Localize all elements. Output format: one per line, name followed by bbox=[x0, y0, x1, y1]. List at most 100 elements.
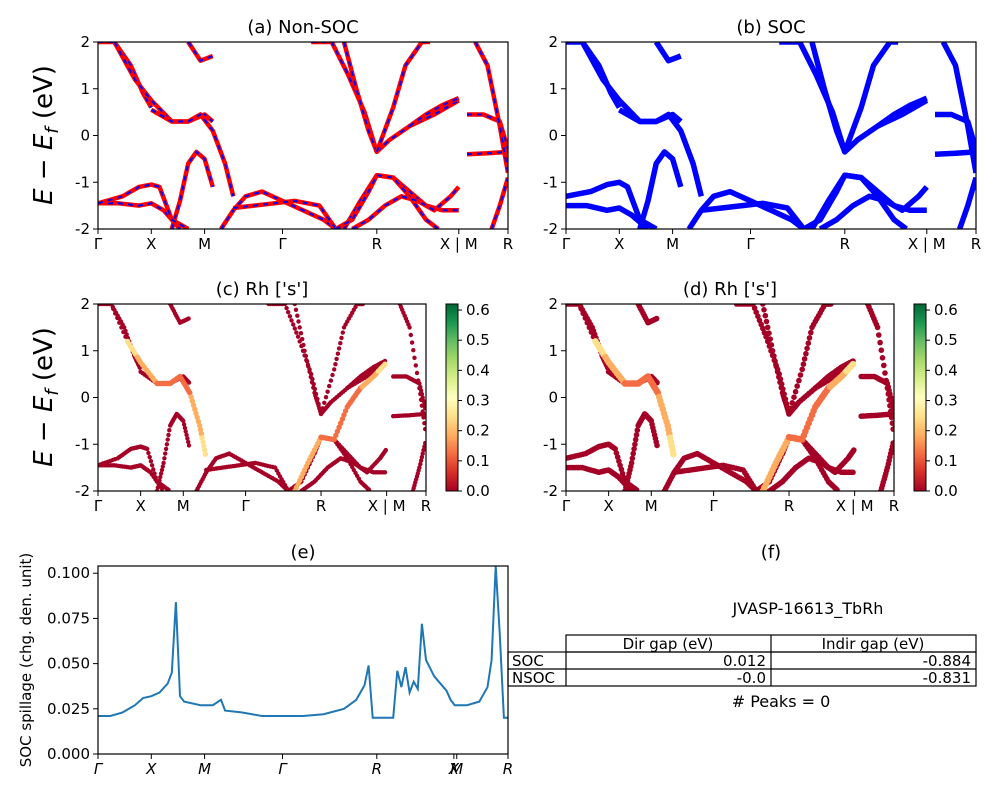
band-point bbox=[584, 319, 591, 326]
x-tick-label: X | M bbox=[908, 235, 946, 253]
band-line bbox=[809, 42, 848, 153]
band-point bbox=[308, 374, 313, 380]
y-tick-label: 2 bbox=[80, 295, 90, 313]
band-point bbox=[791, 394, 797, 401]
band-point bbox=[182, 425, 188, 431]
peaks-count: # Peaks = 0 bbox=[732, 692, 831, 711]
band-point bbox=[631, 446, 637, 452]
band-point bbox=[113, 311, 118, 316]
x-tick-label: Γ bbox=[94, 235, 103, 253]
band-point bbox=[632, 441, 638, 448]
y-tick-label: -2 bbox=[543, 482, 558, 500]
y-tick-label: 0.100 bbox=[47, 564, 90, 582]
band-point bbox=[769, 348, 776, 354]
y-tick-label: 0 bbox=[548, 127, 558, 145]
y-tick-label: -2 bbox=[543, 220, 558, 238]
band-point bbox=[654, 442, 660, 449]
x-tick-label: X bbox=[135, 497, 145, 515]
band-point bbox=[778, 384, 785, 391]
band-line-dash bbox=[98, 202, 181, 229]
x-tick-label: M bbox=[177, 497, 190, 515]
x-tick-label: Γ bbox=[562, 497, 571, 515]
band-point bbox=[339, 335, 344, 341]
band-point bbox=[794, 383, 800, 389]
band-point bbox=[117, 320, 122, 325]
band-point bbox=[633, 487, 640, 491]
band-point bbox=[762, 312, 769, 319]
band-line bbox=[98, 42, 154, 109]
plot-frame bbox=[97, 303, 427, 492]
colorbar-tick-label: 0.6 bbox=[934, 301, 958, 319]
y-tick-label: -1 bbox=[543, 173, 558, 191]
x-tick-label: X | M bbox=[836, 497, 874, 515]
band-point bbox=[336, 346, 342, 351]
band-point bbox=[151, 467, 156, 472]
band-point bbox=[588, 329, 595, 335]
band-lines bbox=[98, 42, 508, 229]
band-point bbox=[882, 370, 888, 376]
band-point bbox=[413, 363, 418, 368]
band-point bbox=[325, 389, 330, 394]
band-point bbox=[414, 370, 420, 376]
band-point bbox=[303, 353, 309, 359]
band-point bbox=[163, 446, 169, 452]
band-point-highlight bbox=[341, 412, 347, 418]
band-point bbox=[886, 397, 892, 403]
band-point bbox=[294, 330, 299, 335]
band-point bbox=[119, 325, 124, 330]
x-tick-label: R bbox=[421, 497, 431, 515]
band-point bbox=[186, 316, 191, 321]
band-line-dash bbox=[113, 42, 214, 123]
band-point bbox=[320, 406, 325, 411]
band-point bbox=[774, 369, 781, 375]
band-point bbox=[412, 355, 417, 360]
band-line bbox=[934, 149, 976, 157]
band-point bbox=[296, 319, 301, 324]
x-tick-label: X bbox=[614, 235, 624, 253]
band-point bbox=[881, 362, 887, 369]
y-tick-label: 0 bbox=[80, 127, 90, 145]
band-point bbox=[148, 459, 154, 464]
x-tick-label: R bbox=[316, 497, 326, 515]
band-point bbox=[183, 429, 188, 434]
band-point bbox=[327, 383, 332, 389]
band-point-highlight bbox=[339, 416, 346, 422]
panel-d-plot: Γ X M Γ R X | M R -2 -1 0 1 2 bbox=[543, 295, 899, 515]
colorbar-tick-label: 0.3 bbox=[934, 392, 958, 410]
band-point bbox=[776, 374, 782, 380]
y-tick-label: 1 bbox=[80, 342, 90, 360]
band-lines bbox=[566, 42, 976, 229]
y-tick-label: 2 bbox=[548, 33, 558, 51]
band-point bbox=[590, 333, 597, 340]
band-point-highlight bbox=[336, 424, 342, 430]
x-tick-label: Γ bbox=[746, 235, 755, 253]
band-point bbox=[418, 461, 423, 467]
spillage-series bbox=[98, 566, 508, 719]
band-line bbox=[219, 189, 338, 229]
band-point bbox=[322, 400, 327, 405]
band-point bbox=[653, 315, 660, 322]
band-point bbox=[887, 408, 894, 415]
band-point bbox=[633, 432, 640, 438]
band-point bbox=[801, 356, 808, 362]
band-point bbox=[328, 378, 334, 383]
x-tick-label: M bbox=[450, 760, 463, 778]
band-line bbox=[940, 42, 976, 174]
band-point bbox=[797, 372, 804, 378]
band-point bbox=[423, 405, 426, 411]
band-point-highlight bbox=[197, 426, 204, 433]
band-point bbox=[834, 487, 840, 491]
band-point bbox=[284, 305, 289, 311]
band-line bbox=[637, 149, 684, 229]
band-point bbox=[300, 336, 305, 342]
band-point bbox=[411, 348, 416, 353]
table-row-label: NSOC bbox=[512, 669, 555, 687]
band-point-highlight bbox=[199, 435, 205, 441]
colorbar-tick-label: 0.2 bbox=[934, 422, 958, 440]
y-tick-label: -1 bbox=[75, 173, 90, 191]
band-point bbox=[149, 463, 155, 468]
y-tick-label: 1 bbox=[548, 80, 558, 98]
band-point bbox=[890, 440, 894, 446]
band-point bbox=[153, 475, 158, 480]
